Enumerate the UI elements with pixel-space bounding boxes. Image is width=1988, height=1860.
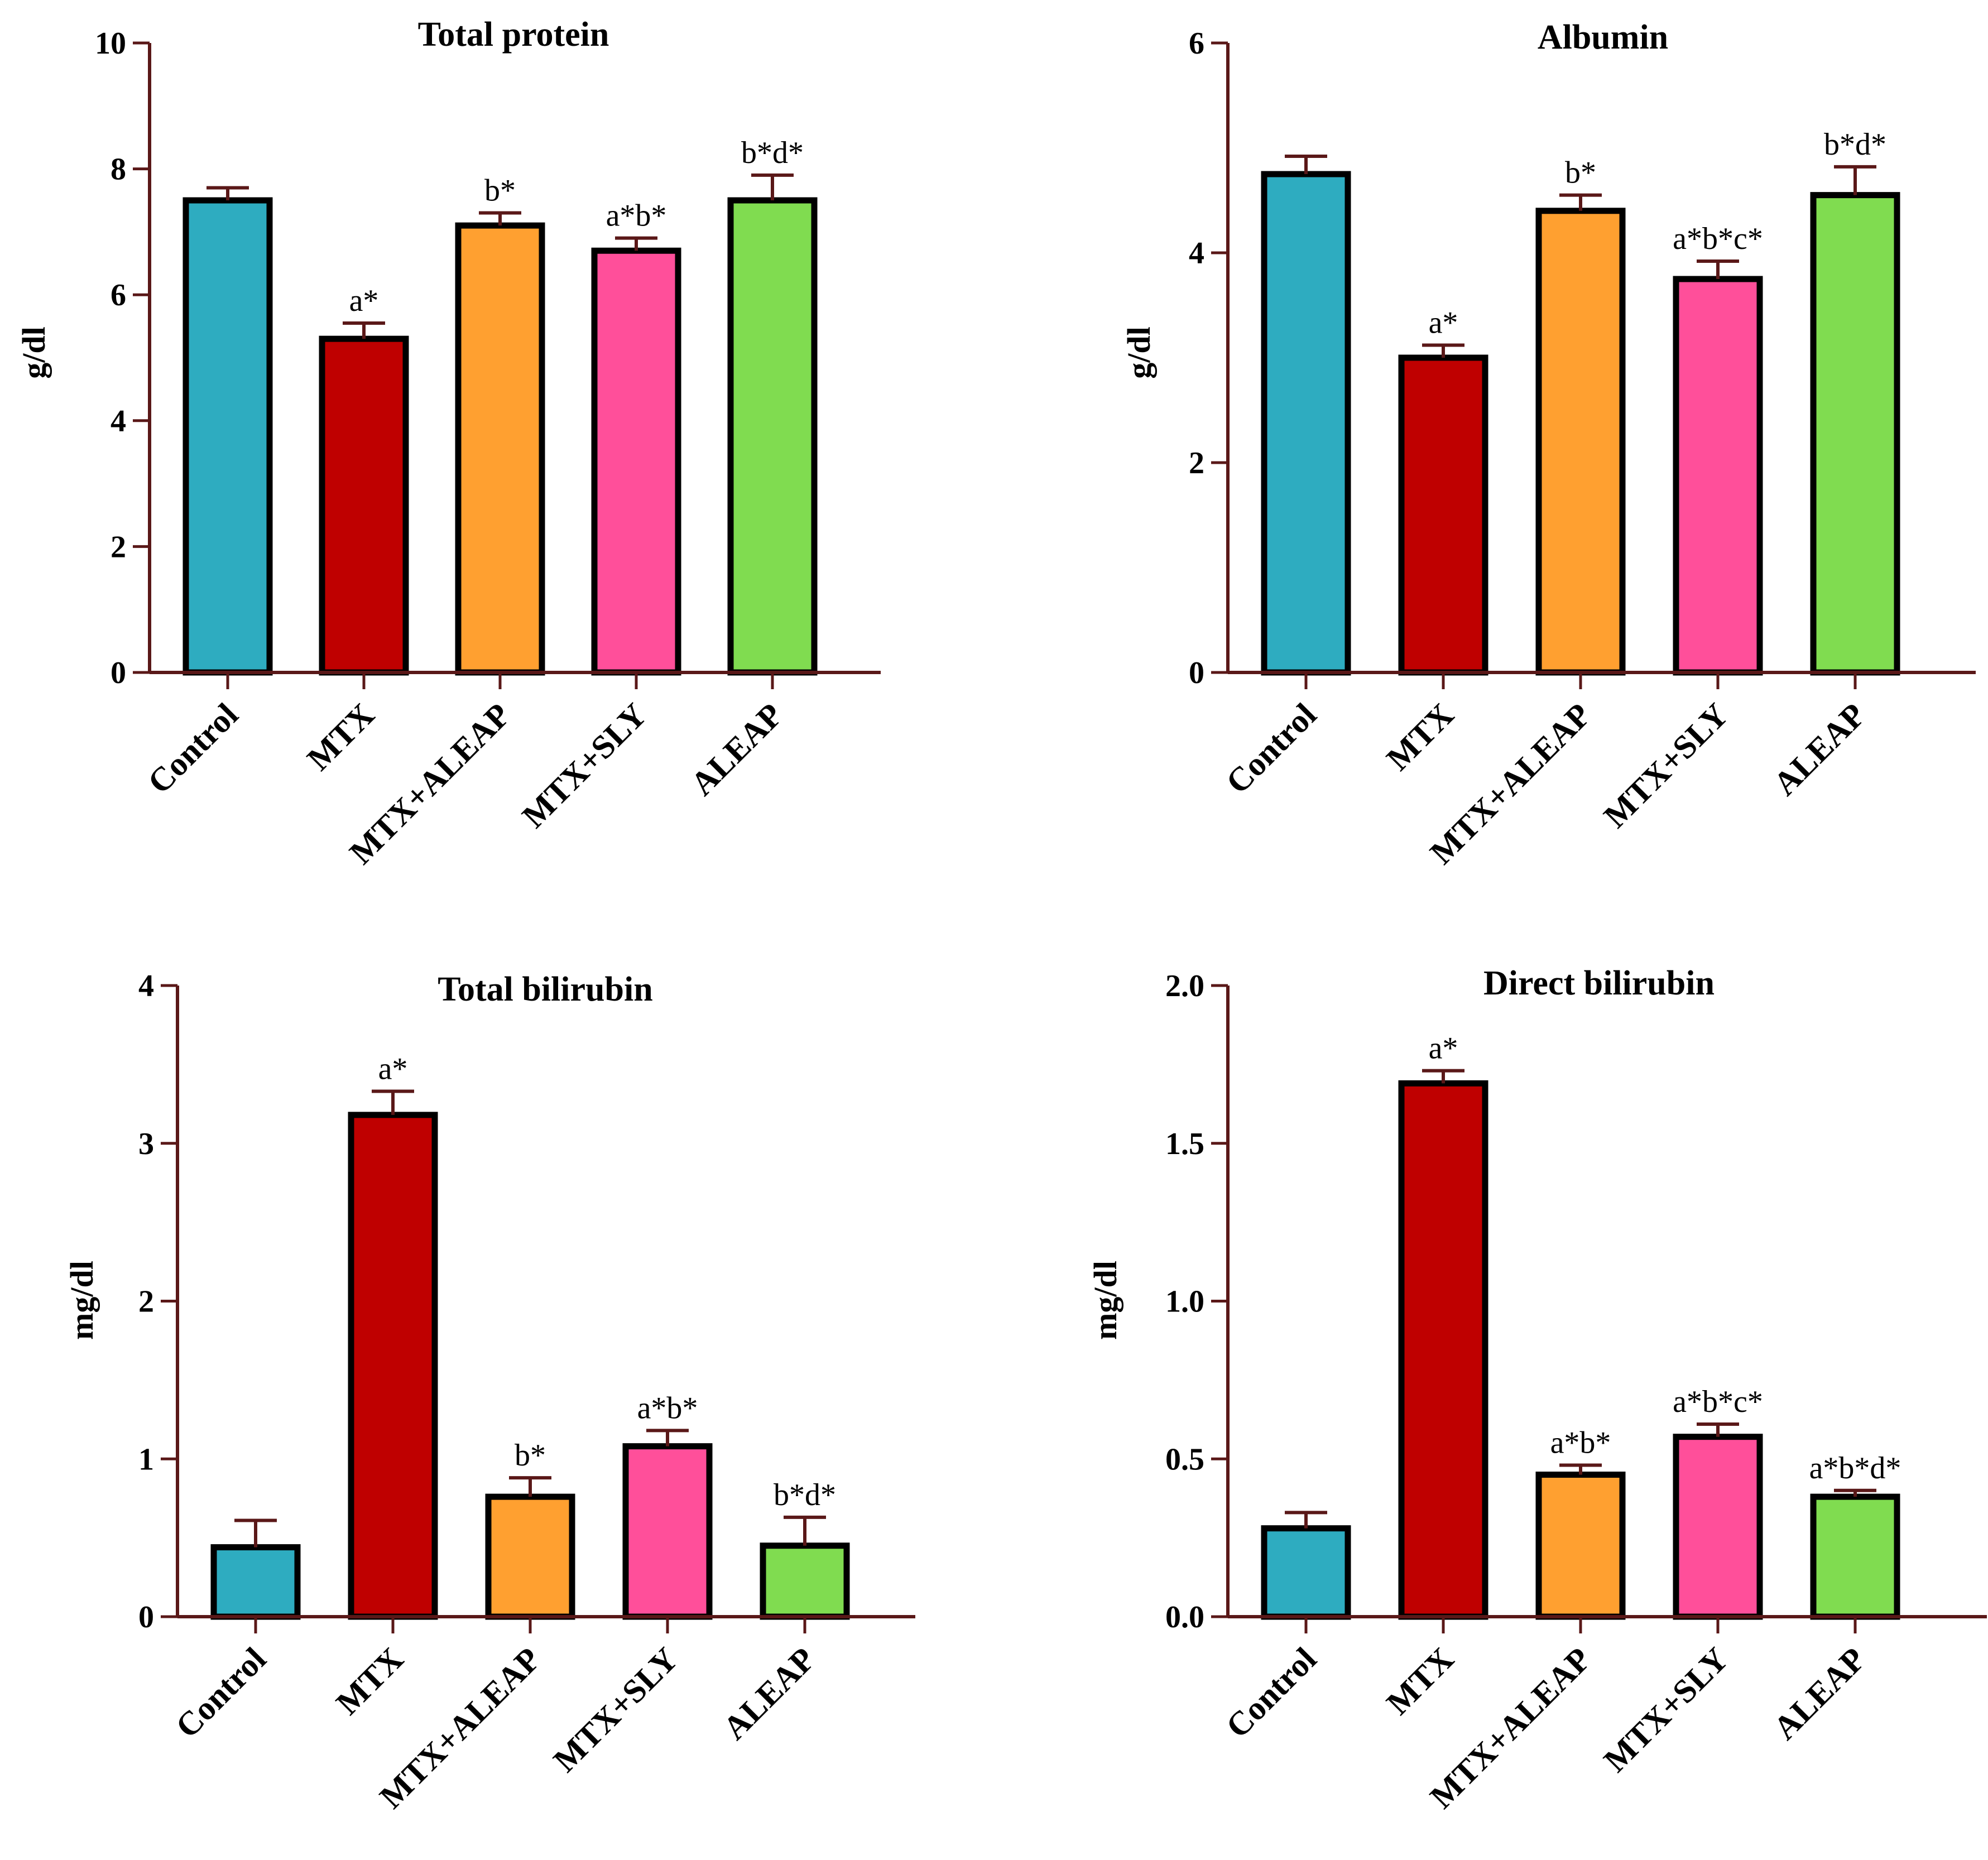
significance-label: a*b*c* <box>1673 1385 1763 1419</box>
bar-mtx-sly <box>1673 1434 1763 1620</box>
chart-panel-total-protein: Controla*MTXb*MTX+ALEAPa*b*MTX+SLYb*d*AL… <box>16 16 881 871</box>
y-tick-label: 1.0 <box>1165 1285 1204 1319</box>
bar-aleap <box>1810 192 1900 676</box>
bar-control <box>1261 1525 1351 1620</box>
y-tick-label: 4 <box>1189 236 1204 271</box>
bar-mtx <box>1398 1080 1488 1620</box>
significance-label: b*d* <box>774 1478 836 1512</box>
bar-mtx-sly <box>1673 276 1763 676</box>
category-label: MTX <box>300 696 382 778</box>
significance-label: a*b*c* <box>1673 222 1763 256</box>
category-label: Control <box>169 1641 273 1745</box>
chart-title: Total protein <box>418 16 609 54</box>
category-label: ALEAP <box>716 1641 822 1747</box>
y-tick-label: 10 <box>95 26 126 61</box>
y-tick-label: 2 <box>138 1285 154 1319</box>
significance-label: a*b* <box>606 199 667 233</box>
significance-label: b*d* <box>741 136 804 170</box>
significance-label: a* <box>378 1051 408 1086</box>
significance-label: a* <box>349 283 379 318</box>
y-axis-label: mg/dl <box>64 1261 100 1340</box>
bar-aleap <box>727 197 818 676</box>
category-label: Control <box>1219 1641 1323 1745</box>
significance-label: a* <box>1429 305 1458 340</box>
category-label: ALEAP <box>1766 696 1872 802</box>
y-tick-label: 0.0 <box>1165 1600 1204 1635</box>
bar-mtx-sly <box>591 247 681 676</box>
category-label: Control <box>1219 696 1323 801</box>
bar-mtx-sly <box>622 1443 713 1620</box>
chart-title: Direct bilirubin <box>1483 964 1715 1002</box>
y-tick-label: 3 <box>138 1127 154 1161</box>
significance-label: a*b* <box>1550 1426 1611 1460</box>
y-tick-label: 0 <box>111 656 126 690</box>
significance-label: a*b* <box>637 1391 698 1425</box>
category-label: Control <box>141 696 245 801</box>
bar-mtx <box>348 1112 438 1620</box>
bar-aleap <box>1810 1493 1900 1620</box>
category-label: MTX+SLY <box>515 696 654 835</box>
bar-control <box>183 197 273 676</box>
category-label: ALEAP <box>684 696 790 802</box>
bar-mtx-aleap <box>455 222 545 676</box>
y-tick-label: 2.0 <box>1165 969 1204 1003</box>
significance-label: b*d* <box>1824 127 1886 162</box>
bar-control <box>1261 171 1351 676</box>
y-tick-label: 1 <box>138 1442 154 1477</box>
bar-mtx-aleap <box>1535 1472 1626 1620</box>
y-tick-label: 0.5 <box>1165 1442 1204 1477</box>
bar-mtx-aleap <box>1535 208 1626 676</box>
bar-control <box>210 1544 301 1620</box>
significance-label: b* <box>1565 156 1596 190</box>
chart-title: Total bilirubin <box>438 970 652 1008</box>
y-tick-label: 0 <box>138 1600 154 1635</box>
significance-label: b* <box>515 1438 546 1473</box>
significance-label: b* <box>484 174 516 208</box>
category-label: MTX <box>1380 696 1461 778</box>
bar-mtx-aleap <box>485 1493 575 1620</box>
y-tick-label: 4 <box>111 404 126 439</box>
y-tick-label: 4 <box>138 969 154 1003</box>
category-label: MTX <box>1380 1641 1461 1722</box>
chart-panel-direct-bilirubin: Controla*MTXa*b*MTX+ALEAPa*b*c*MTX+SLYa*… <box>1087 964 1987 1815</box>
significance-label: a*b*d* <box>1809 1451 1901 1486</box>
category-label: MTX+SLY <box>1597 696 1735 835</box>
y-tick-label: 8 <box>111 152 126 187</box>
chart-title: Albumin <box>1538 18 1668 56</box>
y-tick-label: 6 <box>1189 26 1204 61</box>
chart-panel-albumin: Controla*MTXb*MTX+ALEAPa*b*c*MTX+SLYb*d*… <box>1121 18 1976 871</box>
chart-panel-total-bilirubin: Controla*MTXb*MTX+ALEAPa*b*MTX+SLYb*d*AL… <box>64 969 915 1815</box>
significance-label: a* <box>1429 1031 1458 1066</box>
y-axis-label: mg/dl <box>1087 1261 1123 1340</box>
y-tick-label: 0 <box>1189 656 1204 690</box>
y-tick-label: 2 <box>1189 446 1204 480</box>
y-axis-label: g/dl <box>1121 326 1157 379</box>
category-label: MTX+SLY <box>1597 1641 1735 1779</box>
bar-mtx <box>1398 354 1488 676</box>
y-tick-label: 1.5 <box>1165 1127 1204 1161</box>
category-label: ALEAP <box>1766 1641 1872 1747</box>
category-label: MTX+SLY <box>546 1641 685 1779</box>
bar-mtx <box>319 335 409 676</box>
y-tick-label: 6 <box>111 278 126 313</box>
bar-aleap <box>760 1542 850 1620</box>
category-label: MTX <box>329 1641 411 1722</box>
y-axis-label: g/dl <box>16 326 52 379</box>
y-tick-label: 2 <box>111 530 126 564</box>
